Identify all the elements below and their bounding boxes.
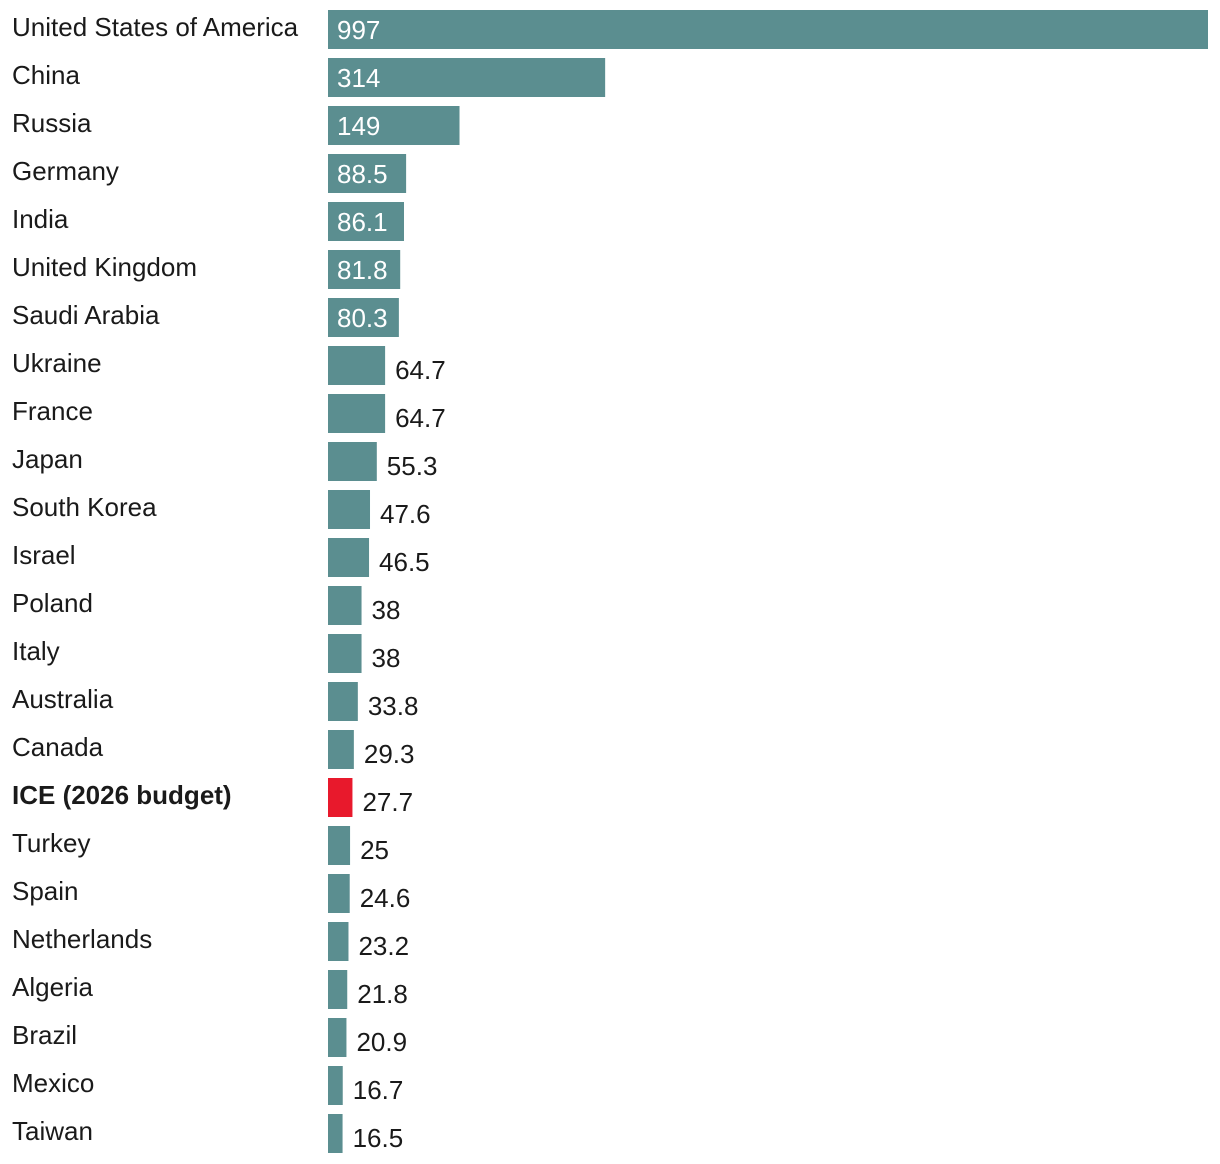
category-label: Israel <box>12 540 76 570</box>
bar <box>328 1114 343 1153</box>
value-label: 997 <box>337 15 380 45</box>
category-label: Italy <box>12 636 60 666</box>
bar <box>328 154 407 193</box>
value-label: 27.7 <box>362 787 413 817</box>
bar-highlight <box>328 778 353 817</box>
value-label: 25 <box>360 835 389 865</box>
category-label: Turkey <box>12 828 91 858</box>
category-label: Canada <box>12 732 104 762</box>
value-label: 88.5 <box>337 159 388 189</box>
value-label: 46.5 <box>379 547 430 577</box>
category-label: India <box>12 204 69 234</box>
bar <box>328 250 401 289</box>
value-label: 29.3 <box>364 739 415 769</box>
bar <box>328 298 399 337</box>
category-label: South Korea <box>12 492 157 522</box>
value-label: 149 <box>337 111 380 141</box>
category-label: Russia <box>12 108 92 138</box>
bar <box>328 730 354 769</box>
category-label: Spain <box>12 876 79 906</box>
value-label: 38 <box>372 643 401 673</box>
value-label: 64.7 <box>395 403 446 433</box>
value-label: 23.2 <box>358 931 409 961</box>
category-label: China <box>12 60 80 90</box>
value-label: 314 <box>337 63 380 93</box>
bar <box>328 346 386 385</box>
value-label: 16.7 <box>353 1075 404 1105</box>
category-label: Algeria <box>12 972 93 1002</box>
category-label: France <box>12 396 93 426</box>
value-label: 24.6 <box>360 883 411 913</box>
category-label: Australia <box>12 684 114 714</box>
bar <box>328 106 460 145</box>
value-label: 64.7 <box>395 355 446 385</box>
bar <box>328 202 404 241</box>
value-label: 86.1 <box>337 207 388 237</box>
category-label: Brazil <box>12 1020 77 1050</box>
bar <box>328 394 386 433</box>
category-label: Saudi Arabia <box>12 300 160 330</box>
category-label: Mexico <box>12 1068 94 1098</box>
category-label: Germany <box>12 156 119 186</box>
bar <box>328 922 349 961</box>
value-label: 20.9 <box>356 1027 407 1057</box>
bar <box>328 586 362 625</box>
bar <box>328 1066 343 1105</box>
category-label: Japan <box>12 444 83 474</box>
bar <box>328 490 371 529</box>
category-label: Netherlands <box>12 924 152 954</box>
bar <box>328 970 348 1009</box>
bar <box>328 58 606 97</box>
value-label: 47.6 <box>380 499 431 529</box>
bar <box>328 874 350 913</box>
bar <box>328 682 358 721</box>
bar <box>328 1018 347 1057</box>
bar <box>328 826 351 865</box>
value-label: 38 <box>372 595 401 625</box>
category-label: Ukraine <box>12 348 102 378</box>
category-label: ICE (2026 budget) <box>12 780 232 810</box>
value-label: 33.8 <box>368 691 419 721</box>
bar <box>328 634 362 673</box>
category-label: United Kingdom <box>12 252 197 282</box>
bar <box>328 10 1208 49</box>
category-label: United States of America <box>12 12 299 42</box>
value-label: 21.8 <box>357 979 408 1009</box>
value-label: 55.3 <box>387 451 438 481</box>
value-label: 80.3 <box>337 303 388 333</box>
bar <box>328 538 370 577</box>
bar <box>328 442 377 481</box>
category-label: Poland <box>12 588 93 618</box>
value-label: 16.5 <box>353 1123 404 1153</box>
value-label: 81.8 <box>337 255 388 285</box>
category-label: Taiwan <box>12 1116 93 1146</box>
